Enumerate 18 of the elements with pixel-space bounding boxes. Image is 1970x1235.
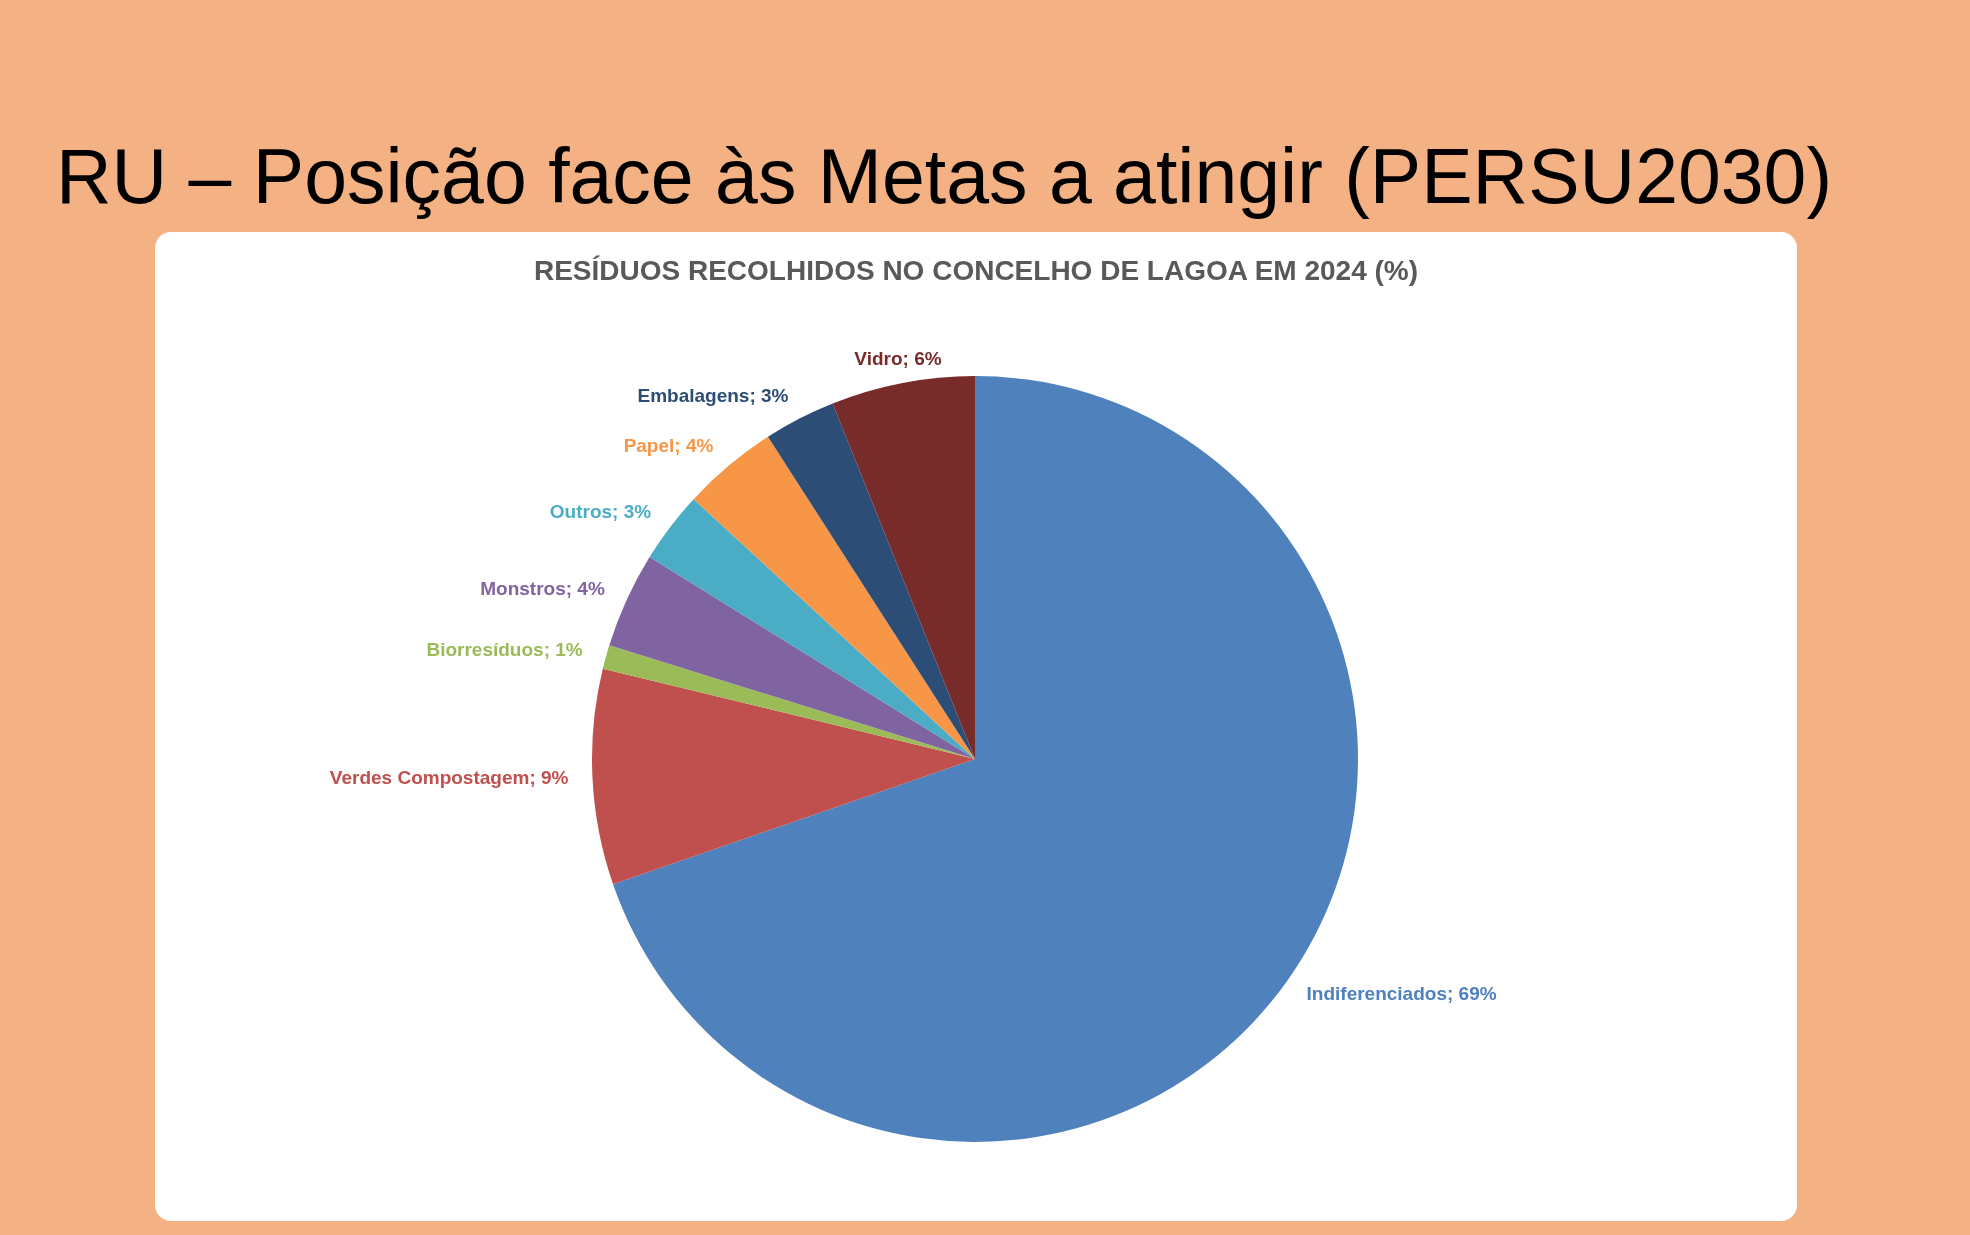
slice-label: Verdes Compostagem: [329, 766, 530, 788]
slice-label: Outros: [549, 500, 613, 522]
data-label: ; 3%: [749, 385, 789, 407]
chart-subtitle: RESÍDUOS RECOLHIDOS NO CONCELHO DE LAGOA EM 2024 (%): [532, 254, 1420, 288]
data-label: ; 69%: [1446, 983, 1497, 1005]
data-label: ; 3%: [612, 500, 652, 522]
slice-label: Indiferenciados: [1306, 983, 1447, 1005]
data-label: ; 6%: [902, 347, 942, 369]
slice-label: Embalagens: [637, 385, 750, 407]
data-label: ; 1%: [543, 638, 583, 660]
slice-label: Vidro: [854, 347, 903, 369]
data-label: ; 4%: [674, 435, 714, 457]
chart-title: RU – Posição face às Metas a atingir (PERSU2030): [56, 133, 1833, 219]
data-label: ; 9%: [529, 766, 569, 788]
slice-label: Papel: [623, 435, 675, 457]
slice-label: Biorresíduos: [426, 638, 544, 660]
data-label: ; 4%: [565, 578, 605, 600]
slice-label: Monstros: [480, 578, 566, 600]
